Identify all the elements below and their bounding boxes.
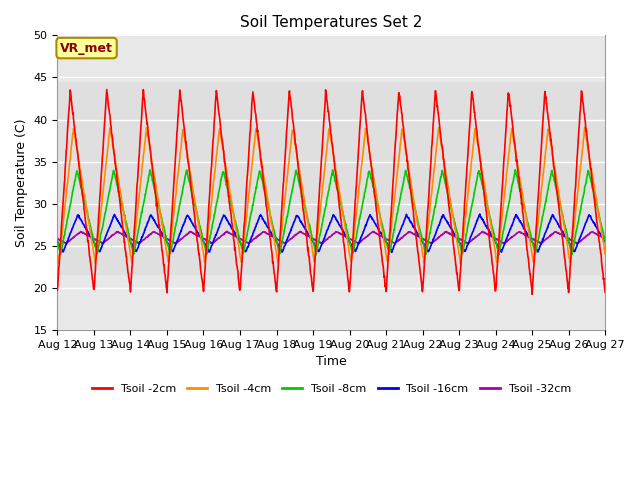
Text: VR_met: VR_met — [60, 42, 113, 55]
Legend: Tsoil -2cm, Tsoil -4cm, Tsoil -8cm, Tsoil -16cm, Tsoil -32cm: Tsoil -2cm, Tsoil -4cm, Tsoil -8cm, Tsoi… — [87, 379, 575, 398]
Bar — [58, 82, 605, 276]
Title: Soil Temperatures Set 2: Soil Temperatures Set 2 — [240, 15, 422, 30]
Y-axis label: Soil Temperature (C): Soil Temperature (C) — [15, 119, 28, 247]
X-axis label: Time: Time — [316, 355, 347, 369]
